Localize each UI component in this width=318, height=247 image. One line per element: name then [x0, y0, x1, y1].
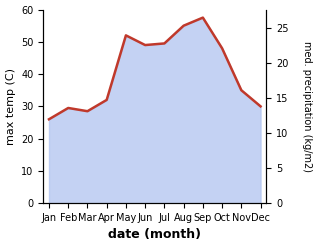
Y-axis label: max temp (C): max temp (C)	[5, 68, 16, 145]
X-axis label: date (month): date (month)	[108, 228, 201, 242]
Y-axis label: med. precipitation (kg/m2): med. precipitation (kg/m2)	[302, 41, 313, 172]
